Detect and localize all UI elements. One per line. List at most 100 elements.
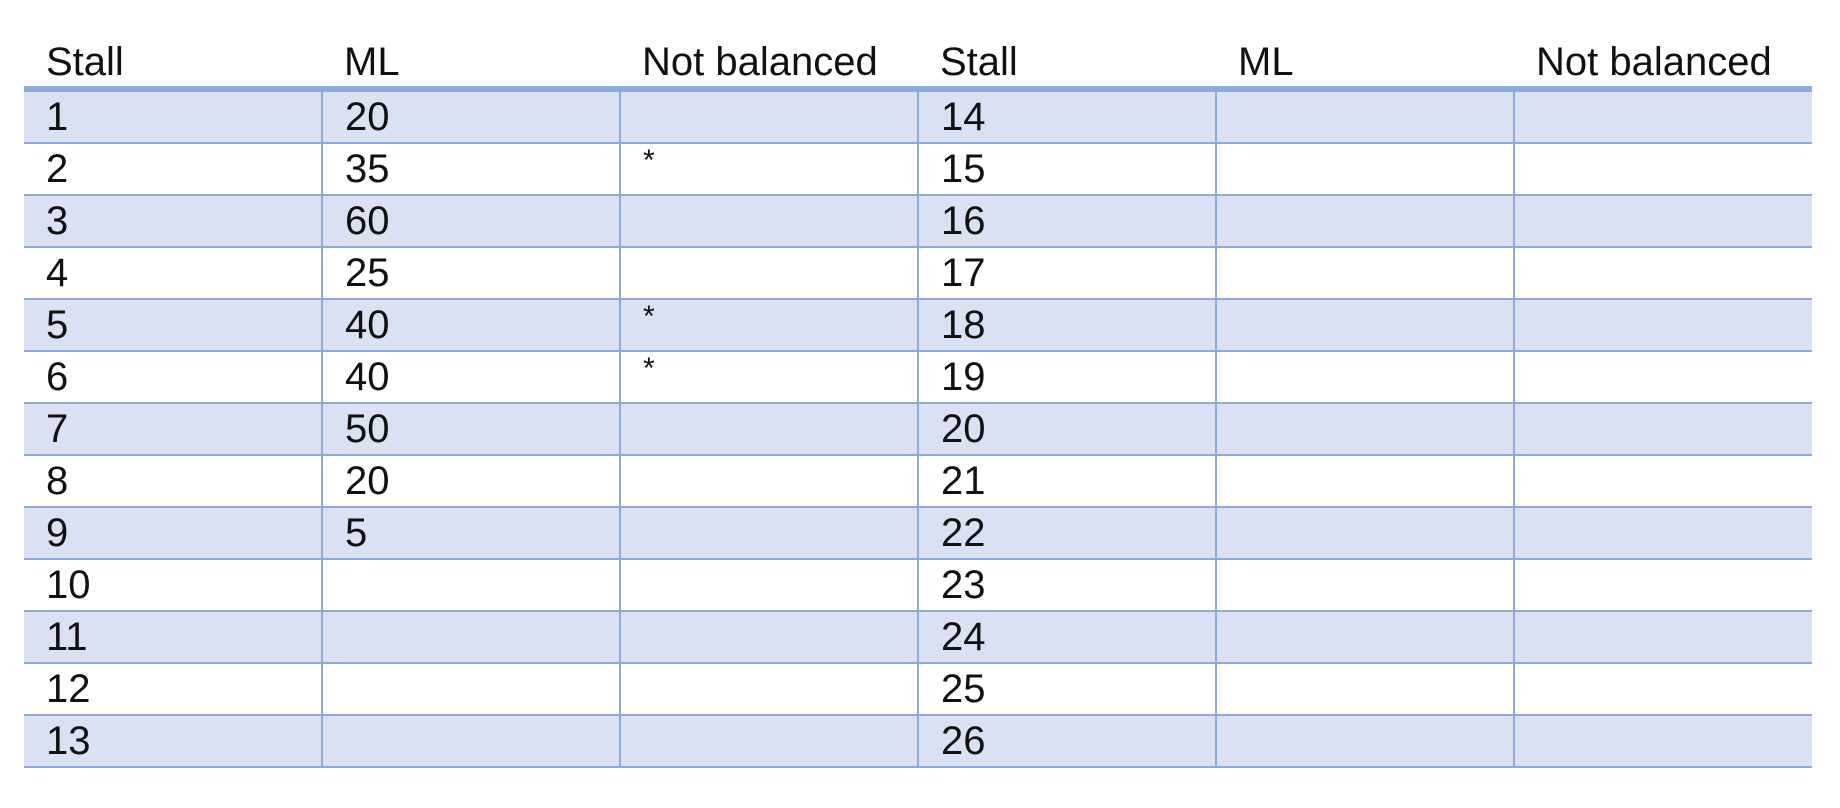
- table-row: 7 50 20: [24, 403, 1812, 456]
- cell-ml-right: [1215, 351, 1514, 404]
- cell-stall-left: 12: [24, 663, 322, 716]
- cell-ml-left: 25: [321, 247, 620, 300]
- cell-not-balanced-left: [619, 559, 918, 612]
- cell-not-balanced-left: [619, 663, 918, 716]
- cell-not-balanced-left: [619, 611, 918, 664]
- cell-ml-left: [321, 559, 620, 612]
- cell-stall-right: 23: [917, 559, 1216, 612]
- cell-ml-right: [1215, 403, 1514, 456]
- cell-not-balanced-left: [619, 89, 918, 144]
- cell-stall-left: 2: [24, 143, 322, 196]
- cell-stall-left: 4: [24, 247, 322, 300]
- cell-stall-left: 5: [24, 299, 322, 352]
- cell-not-balanced-left: [619, 455, 918, 508]
- cell-not-balanced-right: [1513, 195, 1812, 248]
- table-row: 10 23: [24, 559, 1812, 612]
- not-balanced-mark: *: [643, 300, 655, 333]
- cell-not-balanced-right: [1513, 299, 1812, 352]
- cell-ml-left: [321, 611, 620, 664]
- cell-not-balanced-right: [1513, 89, 1812, 144]
- cell-ml-left: 5: [321, 507, 620, 560]
- cell-ml-right: [1215, 715, 1514, 768]
- cell-ml-right: [1215, 663, 1514, 716]
- table-row: 8 20 21: [24, 455, 1812, 508]
- cell-ml-right: [1215, 143, 1514, 196]
- cell-ml-right: [1215, 299, 1514, 352]
- table-container: Stall ML Not balanced Stall ML Not balan…: [24, 34, 1812, 768]
- stall-table: Stall ML Not balanced Stall ML Not balan…: [24, 34, 1812, 768]
- table-row: 5 40 * 18: [24, 299, 1812, 352]
- cell-ml-left: 40: [321, 351, 620, 404]
- cell-not-balanced-left: [619, 715, 918, 768]
- table-row: 6 40 * 19: [24, 351, 1812, 404]
- cell-not-balanced-right: [1513, 403, 1812, 456]
- cell-stall-right: 17: [917, 247, 1216, 300]
- cell-ml-left: 35: [321, 143, 620, 196]
- cell-not-balanced-right: [1513, 559, 1812, 612]
- cell-stall-left: 9: [24, 507, 322, 560]
- cell-not-balanced-left: [619, 247, 918, 300]
- cell-ml-right: [1215, 455, 1514, 508]
- cell-stall-left: 8: [24, 455, 322, 508]
- cell-not-balanced-right: [1513, 715, 1812, 768]
- cell-stall-right: 18: [917, 299, 1216, 352]
- not-balanced-mark: *: [643, 352, 655, 385]
- cell-not-balanced-left: [619, 507, 918, 560]
- cell-ml-right: [1215, 247, 1514, 300]
- cell-ml-left: 50: [321, 403, 620, 456]
- table-row: 13 26: [24, 715, 1812, 768]
- cell-stall-right: 26: [917, 715, 1216, 768]
- cell-stall-left: 1: [24, 89, 322, 144]
- cell-not-balanced-left: *: [619, 299, 918, 352]
- cell-stall-left: 7: [24, 403, 322, 456]
- cell-not-balanced-left: [619, 403, 918, 456]
- cell-ml-left: 60: [321, 195, 620, 248]
- table-row: 9 5 22: [24, 507, 1812, 560]
- cell-stall-left: 10: [24, 559, 322, 612]
- cell-not-balanced-right: [1513, 507, 1812, 560]
- cell-ml-left: 20: [321, 89, 620, 144]
- cell-stall-right: 24: [917, 611, 1216, 664]
- cell-not-balanced-right: [1513, 247, 1812, 300]
- cell-stall-right: 19: [917, 351, 1216, 404]
- cell-not-balanced-right: [1513, 663, 1812, 716]
- cell-ml-right: [1215, 195, 1514, 248]
- header-row: Stall ML Not balanced Stall ML Not balan…: [24, 34, 1812, 92]
- cell-stall-right: 14: [917, 89, 1216, 144]
- header-ml-left: ML: [322, 34, 620, 92]
- header-not-balanced-left: Not balanced: [620, 34, 918, 92]
- cell-stall-right: 15: [917, 143, 1216, 196]
- cell-stall-left: 11: [24, 611, 322, 664]
- cell-not-balanced-right: [1513, 611, 1812, 664]
- cell-stall-right: 20: [917, 403, 1216, 456]
- cell-not-balanced-left: *: [619, 143, 918, 196]
- cell-not-balanced-left: [619, 195, 918, 248]
- cell-ml-left: 20: [321, 455, 620, 508]
- table-row: 2 35 * 15: [24, 143, 1812, 196]
- table-row: 11 24: [24, 611, 1812, 664]
- cell-not-balanced-right: [1513, 351, 1812, 404]
- table-row: 4 25 17: [24, 247, 1812, 300]
- cell-ml-right: [1215, 89, 1514, 144]
- cell-stall-left: 13: [24, 715, 322, 768]
- cell-ml-right: [1215, 611, 1514, 664]
- cell-stall-right: 21: [917, 455, 1216, 508]
- table-row: 3 60 16: [24, 195, 1812, 248]
- header-ml-right: ML: [1216, 34, 1514, 92]
- table-body: 1 20 14 2 35 * 15 3 60 16 4 25 17 5 40 * 18 6 40 * 19 7 50 20 8 2…: [24, 89, 1812, 768]
- cell-ml-left: [321, 715, 620, 768]
- header-stall-right: Stall: [918, 34, 1216, 92]
- cell-ml-right: [1215, 559, 1514, 612]
- header-not-balanced-right: Not balanced: [1514, 34, 1812, 92]
- cell-ml-left: [321, 663, 620, 716]
- cell-not-balanced-right: [1513, 143, 1812, 196]
- cell-stall-right: 25: [917, 663, 1216, 716]
- cell-stall-right: 16: [917, 195, 1216, 248]
- cell-stall-left: 6: [24, 351, 322, 404]
- table-row: 1 20 14: [24, 89, 1812, 144]
- table-row: 12 25: [24, 663, 1812, 716]
- cell-ml-right: [1215, 507, 1514, 560]
- header-stall-left: Stall: [24, 34, 322, 92]
- cell-not-balanced-left: *: [619, 351, 918, 404]
- cell-stall-right: 22: [917, 507, 1216, 560]
